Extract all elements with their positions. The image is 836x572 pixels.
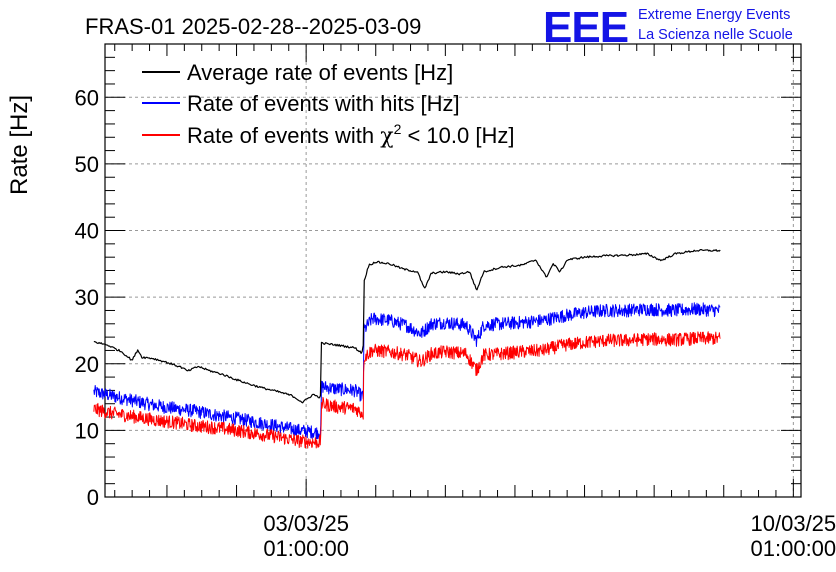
axis-ticks [105,43,801,498]
grid-lines [105,44,801,497]
y-tick-label: 30 [75,285,99,310]
eee-logo-mark: EEE [543,3,628,52]
series-line-hits [93,302,721,440]
chart-title: FRAS-01 2025-02-28--2025-03-09 [85,14,421,39]
x-tick-date-label: 03/03/25 [263,511,349,536]
y-tick-label: 10 [75,418,99,443]
y-tick-labels: 0 10 20 30 40 50 60 [75,85,99,510]
legend: Average rate of events [Hz] Rate of even… [142,60,514,149]
series-line-average [93,248,721,404]
legend-label-chi2-suffix: < 10.0 [Hz] [401,123,514,148]
series-line-chi2 [93,331,721,449]
legend-label-chi2: Rate of events with χ2 < 10.0 [Hz] [187,121,514,149]
legend-label-chi2-prefix: Rate of events with [187,123,380,148]
legend-label-average: Average rate of events [Hz] [187,60,453,85]
eee-logo-line2: La Scienza nelle Scuole [638,27,793,43]
eee-logo-line1: Extreme Energy Events [638,7,790,23]
y-tick-label: 60 [75,85,99,110]
y-tick-label: 50 [75,152,99,177]
legend-label-chi2-sup: 2 [394,121,402,137]
x-tick-time-label: 01:00:00 [751,536,836,561]
y-tick-label: 0 [87,485,99,510]
legend-label-chi2-symbol: χ [380,124,393,149]
series-lines [93,248,721,449]
legend-label-hits: Rate of events with hits [Hz] [187,91,460,116]
eee-logo: EEE Extreme Energy Events La Scienza nel… [543,3,793,52]
y-tick-label: 20 [75,352,99,377]
y-axis-label: Rate [Hz] [6,95,33,195]
x-tick-time-label: 01:00:00 [263,536,349,561]
x-tick-date-label: 10/03/25 [751,511,836,536]
y-tick-label: 40 [75,219,99,244]
